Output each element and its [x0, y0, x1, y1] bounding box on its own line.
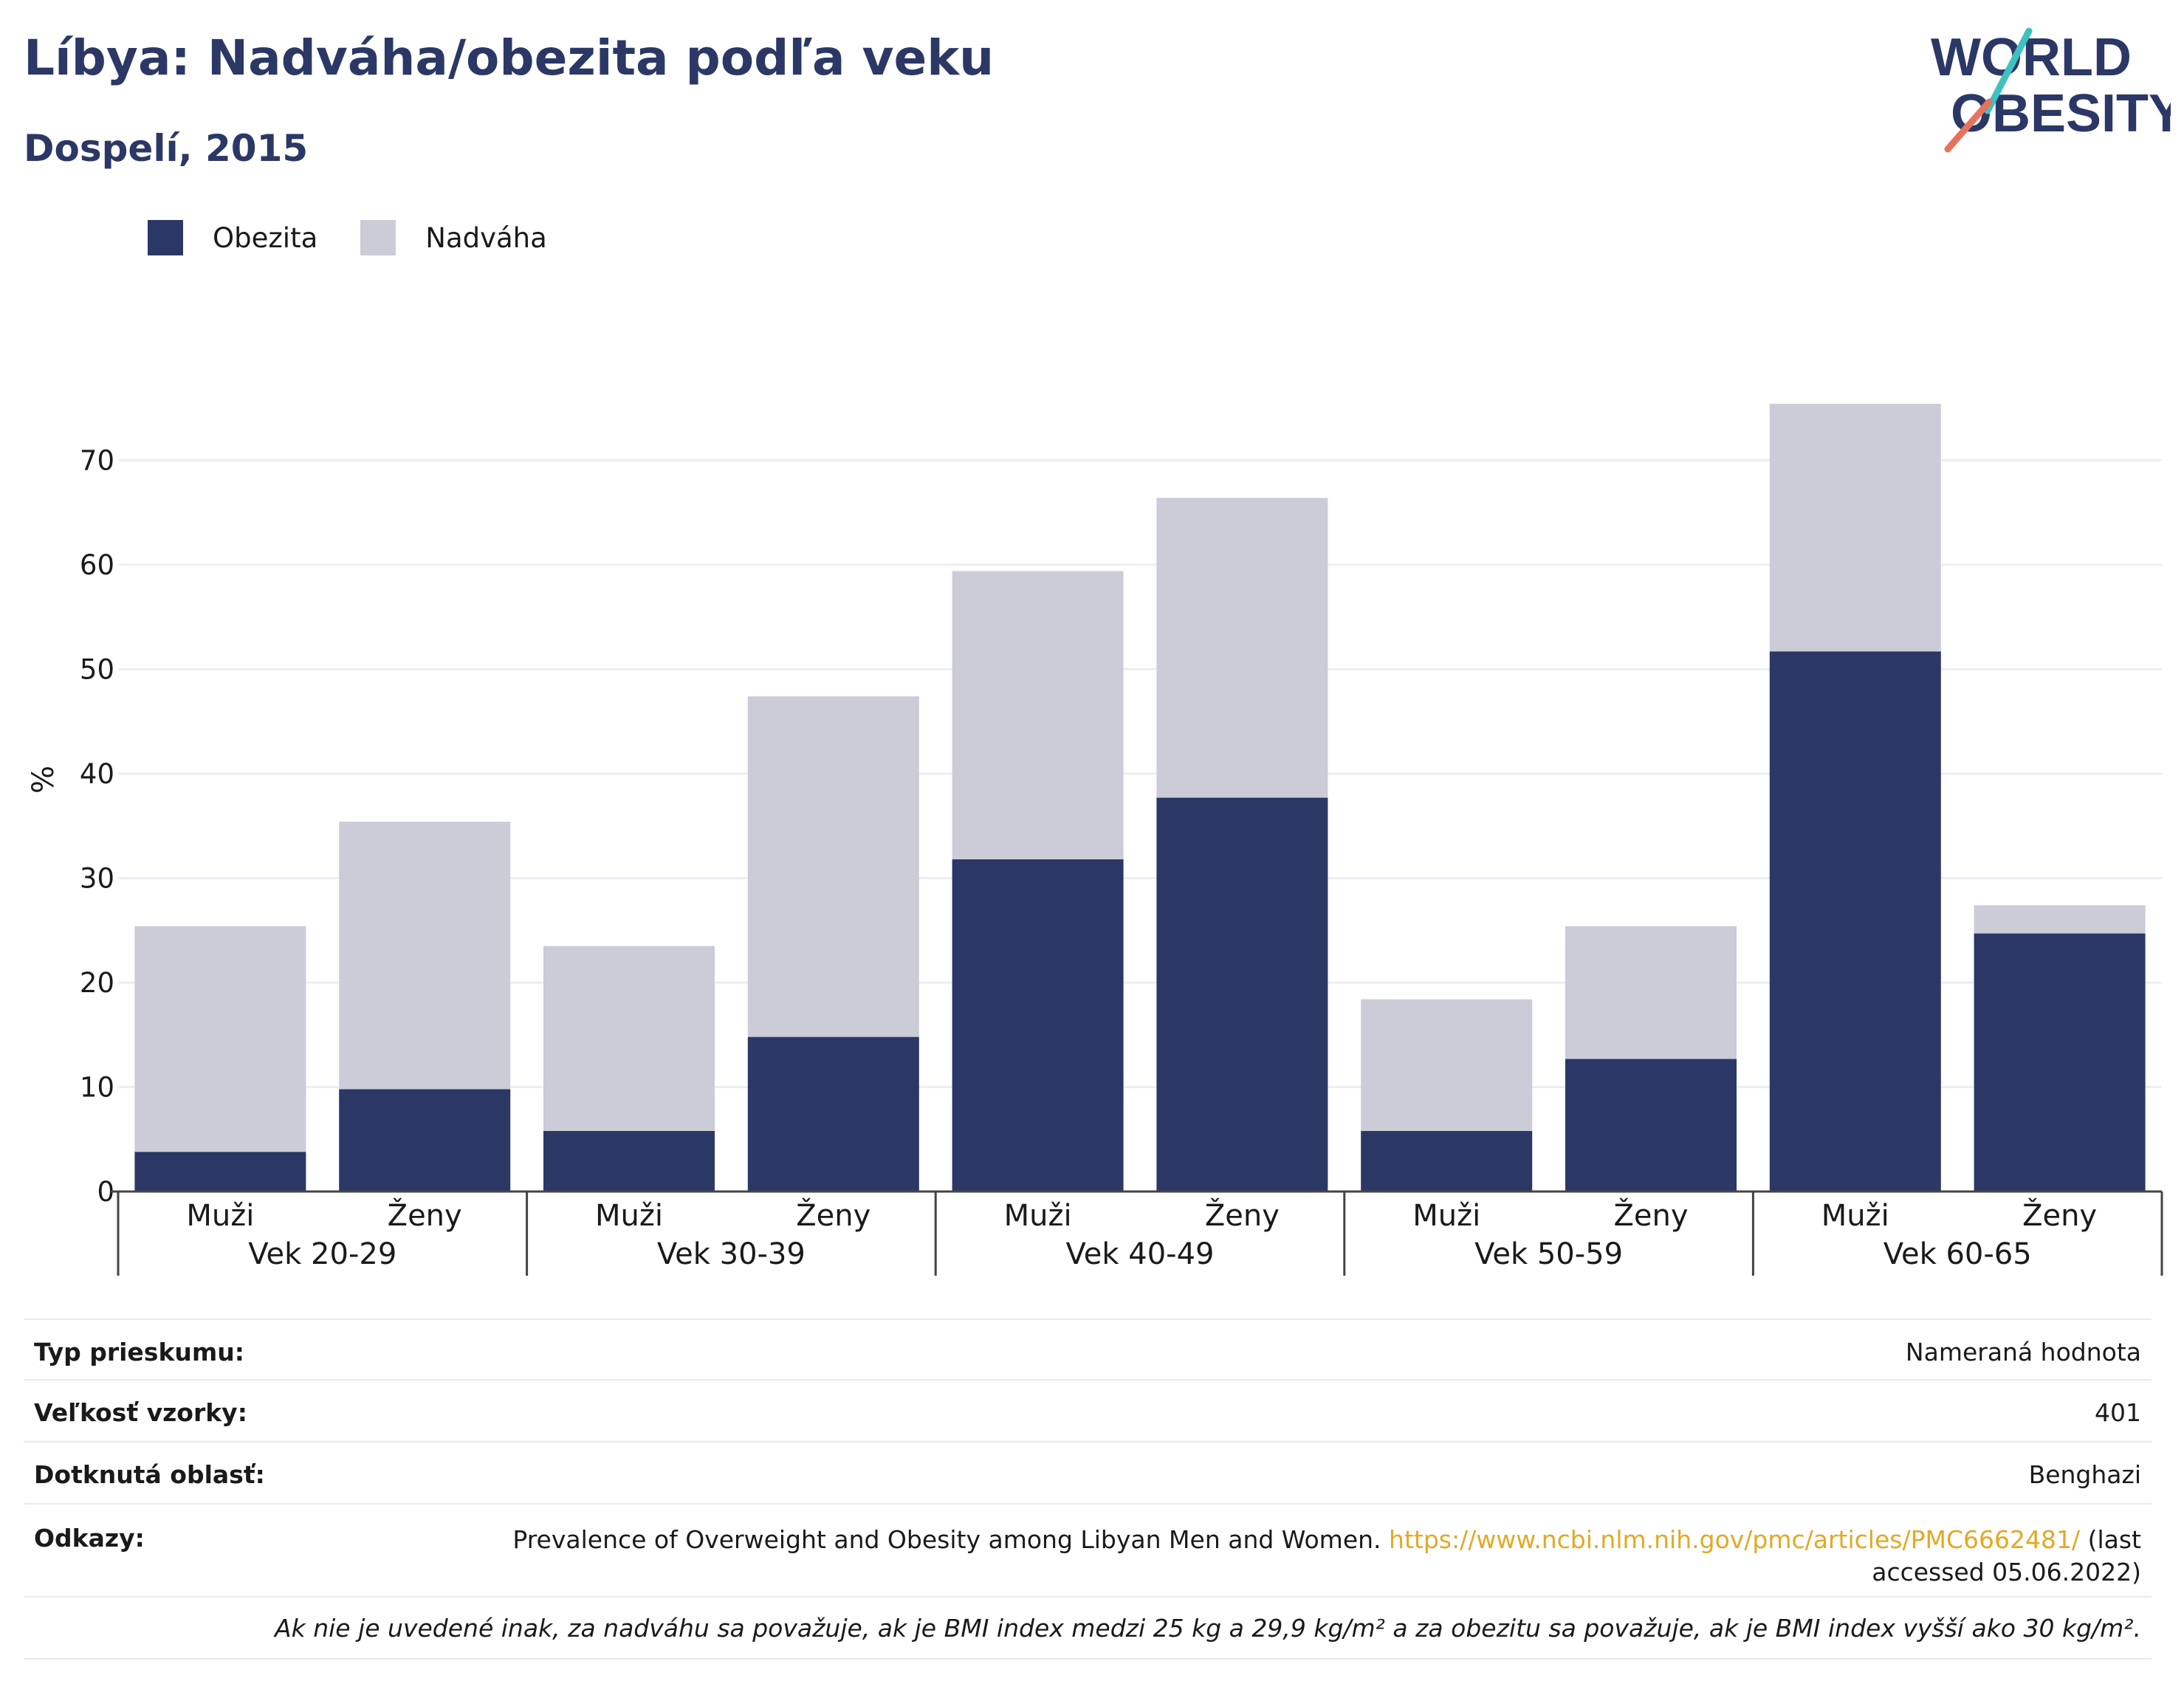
- x-subcategory-label: Muži: [595, 1199, 663, 1233]
- y-tick-label: 40: [80, 758, 114, 790]
- bar-obezita: [1974, 933, 2146, 1192]
- bar-nadvaha: [1974, 905, 2146, 934]
- definition-note: Ak nie je uvedené inak, za nadváhu sa po…: [275, 1614, 2141, 1643]
- x-group-label: Vek 60-65: [1883, 1237, 2032, 1271]
- y-tick-label: 20: [80, 967, 114, 999]
- x-subcategory-label: Muži: [1821, 1199, 1889, 1233]
- logo-slash-teal: [1984, 27, 2033, 114]
- info-row-note: Ak nie je uvedené inak, za nadváhu sa po…: [24, 1596, 2152, 1660]
- legend-item-obezita: Obezita: [148, 220, 317, 255]
- y-tick-label: 50: [80, 654, 114, 686]
- info-table: Typ prieskumu: Nameraná hodnota Veľkosť …: [24, 1318, 2152, 1660]
- x-subcategory-label: Ženy: [796, 1197, 870, 1233]
- y-tick-label: 60: [80, 549, 114, 581]
- x-subcategory-label: Ženy: [1613, 1197, 1688, 1233]
- legend-item-nadvaha: Nadváha: [360, 220, 547, 255]
- x-group-label: Vek 20-29: [248, 1237, 396, 1271]
- bar-obezita: [1769, 651, 1941, 1192]
- bar-nadvaha: [952, 571, 1124, 860]
- bar-obezita: [1565, 1059, 1737, 1192]
- y-tick-label: 10: [80, 1072, 114, 1104]
- legend-swatch-obezita: [148, 220, 183, 255]
- legend-swatch-nadvaha: [360, 220, 396, 255]
- x-group-label: Vek 40-49: [1066, 1237, 1215, 1271]
- x-subcategory-label: Ženy: [388, 1197, 462, 1233]
- info-row-area: Dotknutá oblasť: Benghazi: [24, 1441, 2152, 1503]
- bar-obezita: [1361, 1130, 1533, 1192]
- sample-size-label: Veľkosť vzorky:: [34, 1398, 247, 1427]
- x-subcategory-label: Muži: [186, 1199, 254, 1233]
- stacked-bar-chart: 0 10 20 30 40 50 60 70% Muži Ženy Vek 20-29 Muži Žen…: [27, 404, 2163, 1276]
- x-subcategory-label: Muži: [1004, 1199, 1072, 1233]
- legend-label-obezita: Obezita: [213, 221, 318, 254]
- legend-label-nadvaha: Nadváha: [425, 221, 547, 254]
- bar-nadvaha: [1769, 404, 1941, 652]
- bar-obezita: [1156, 797, 1328, 1192]
- x-subcategory-label: Ženy: [2022, 1197, 2097, 1233]
- reference-suffix: (last: [2087, 1525, 2141, 1554]
- bar-obezita: [747, 1036, 919, 1192]
- area-label: Dotknutá oblasť:: [34, 1460, 265, 1489]
- reference-link[interactable]: https://www.ncbi.nlm.nih.gov/pmc/article…: [1389, 1525, 2081, 1554]
- x-subcategory-label: Ženy: [1205, 1197, 1280, 1233]
- survey-type-value: Nameraná hodnota: [1905, 1338, 2141, 1366]
- x-subcategory-label: Muži: [1412, 1199, 1480, 1233]
- references-value: Prevalence of Overweight and Obesity amo…: [512, 1524, 2141, 1589]
- x-group-label: Vek 30-39: [657, 1237, 806, 1271]
- bar-obezita: [134, 1152, 306, 1192]
- bar-nadvaha: [1565, 926, 1737, 1059]
- area-value: Benghazi: [2028, 1460, 2141, 1489]
- bar-nadvaha: [134, 926, 306, 1152]
- bar-nadvaha: [339, 822, 511, 1090]
- chart-legend: Obezita Nadváha: [148, 220, 590, 255]
- bar-nadvaha: [747, 696, 919, 1037]
- references-label: Odkazy:: [34, 1524, 145, 1553]
- survey-type-label: Typ prieskumu:: [34, 1338, 244, 1366]
- y-tick-label: 0: [97, 1176, 114, 1208]
- bar-nadvaha: [1156, 498, 1328, 798]
- info-row-survey-type: Typ prieskumu: Nameraná hodnota: [24, 1318, 2152, 1379]
- x-group-label: Vek 50-59: [1474, 1237, 1623, 1271]
- reference-text: Prevalence of Overweight and Obesity amo…: [512, 1525, 1381, 1554]
- bar-nadvaha: [1361, 999, 1533, 1131]
- y-tick-label: 70: [80, 445, 114, 477]
- y-tick-label: 30: [80, 863, 114, 895]
- logo-slash-coral: [1944, 98, 1993, 153]
- info-row-sample-size: Veľkosť vzorky: 401: [24, 1379, 2152, 1441]
- bar-obezita: [339, 1089, 511, 1192]
- page-title: Líbya: Nadváha/obezita podľa veku: [24, 30, 995, 86]
- page-subtitle: Dospelí, 2015: [24, 127, 309, 170]
- bar-obezita: [543, 1130, 715, 1192]
- world-obesity-logo: WORLD OBESITY: [1931, 27, 2171, 153]
- y-axis-label: %: [27, 766, 61, 794]
- sample-size-value: 401: [2095, 1398, 2141, 1427]
- bar-nadvaha: [543, 946, 715, 1131]
- bar-obezita: [952, 859, 1124, 1192]
- logo-line1: WORLD: [1931, 28, 2132, 87]
- info-row-references: Odkazy: Prevalence of Overweight and Obe…: [24, 1503, 2152, 1596]
- reference-accessed: accessed 05.06.2022): [1872, 1558, 2141, 1586]
